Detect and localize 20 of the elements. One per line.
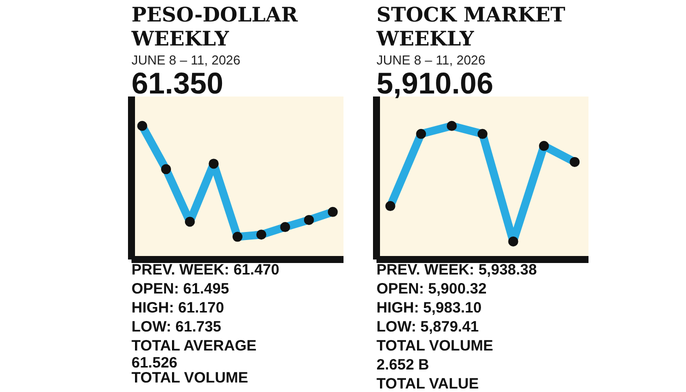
text: LOW: 5,879.41 [376,318,479,336]
text: HIGH: 61.170 [132,300,224,316]
chart-title: PESO-DOLLAR WEEKLY [130,2,298,50]
chart-title: STOCK MARKET WEEKLY [376,2,566,50]
text: OPEN: 61.495 [132,280,230,298]
text: HIGH: 5,983.10 [376,300,482,316]
text: OPEN: 5,900.32 [376,280,487,298]
text: 2.652 B [376,356,430,374]
text: TOTAL AVERAGE [132,338,257,354]
text: TOTAL VOLUME [376,338,494,354]
text: 5,910.06 [376,68,494,100]
text: LOW: 61.735 [132,318,222,336]
text: PREV. WEEK: 61.470 [132,262,280,278]
text: PREV. WEEK: 5,938.38 [376,262,537,278]
chart-subtitle: JUNE 8 – 11, 2026 [132,52,240,68]
text: TOTAL VALUE [376,376,479,392]
text: TOTAL VOLUME [132,370,248,386]
text: 61.526 [132,354,178,372]
text: 61.350 [132,68,224,100]
chart-subtitle: JUNE 8 – 11, 2026 [376,52,486,68]
